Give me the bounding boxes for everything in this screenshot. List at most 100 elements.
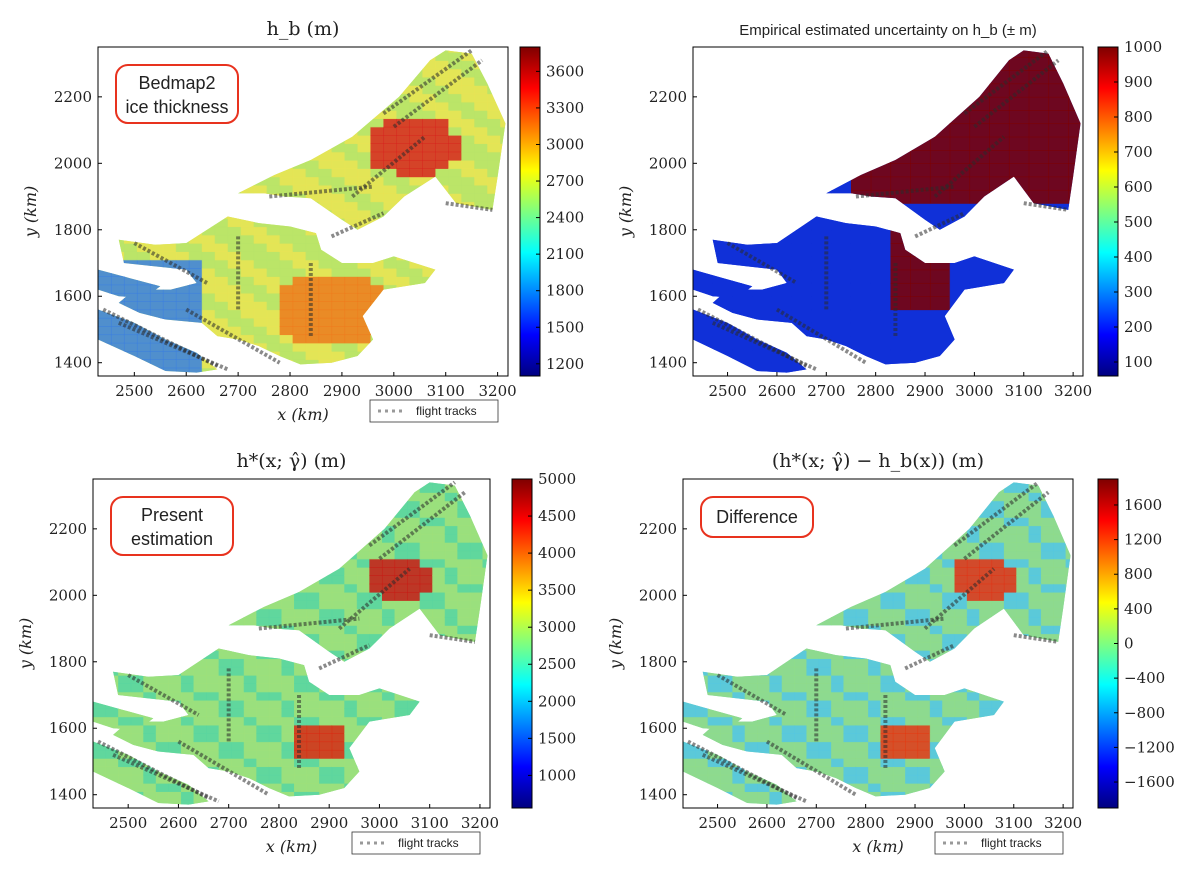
field-cell	[1040, 608, 1054, 618]
field-cell	[318, 284, 333, 294]
field-cell	[98, 309, 112, 319]
field-cell	[818, 699, 832, 709]
field-cell	[294, 625, 308, 635]
field-cell	[318, 259, 333, 269]
field-cell	[444, 583, 458, 593]
field-cell	[444, 508, 458, 518]
field-cell	[319, 733, 333, 743]
field-cell	[855, 749, 869, 759]
field-cell	[892, 774, 906, 784]
field-cell	[281, 708, 295, 718]
field-cell	[469, 616, 484, 626]
field-cell	[1040, 558, 1054, 568]
field-cell	[383, 118, 398, 128]
x-tick-label: 2900	[323, 382, 361, 400]
field-cell	[818, 716, 832, 726]
field-cell	[136, 292, 151, 302]
field-cell	[407, 542, 421, 552]
field-cell	[966, 550, 980, 560]
x-tick-label: 3200	[479, 382, 517, 400]
field-cell	[130, 783, 144, 792]
field-cell	[162, 292, 177, 302]
colorbar-tick-label: 1800	[546, 282, 584, 300]
field-cell	[319, 641, 333, 651]
field-cell	[474, 85, 488, 95]
field-cell	[707, 749, 721, 759]
field-cell	[214, 276, 229, 286]
field-cell	[1028, 483, 1042, 493]
field-cell	[396, 143, 410, 153]
colorbar-tick-label: 2100	[546, 245, 584, 263]
field-cell	[231, 758, 245, 768]
field-cell	[357, 309, 372, 319]
field-cell	[818, 650, 832, 660]
field-cell	[292, 234, 307, 244]
field-cell	[1028, 50, 1050, 58]
field-cell	[1028, 176, 1050, 191]
field-cell	[356, 641, 370, 651]
field-cell	[318, 159, 333, 169]
field-cell	[105, 758, 119, 768]
field-cell	[279, 351, 294, 360]
field-cell	[319, 591, 333, 601]
flight-track	[904, 643, 956, 671]
field-cell	[110, 276, 125, 286]
field-cell	[1053, 583, 1067, 593]
field-cell	[318, 251, 333, 261]
field-cell	[487, 101, 501, 111]
field-cell	[457, 533, 471, 543]
field-cell	[149, 301, 164, 311]
legend-label: flight tracks	[398, 836, 459, 850]
field-cell	[469, 550, 484, 560]
field-cell	[370, 126, 385, 136]
field-cell	[966, 542, 980, 552]
field-cell	[868, 699, 882, 709]
field-cell	[794, 716, 808, 726]
field-cell	[461, 176, 475, 186]
field-cell	[331, 783, 345, 792]
field-cell	[432, 591, 446, 601]
flight-track	[330, 211, 385, 239]
field-cell	[396, 276, 410, 286]
field-cell	[432, 542, 446, 552]
field-cell	[880, 666, 894, 676]
field-cell	[1048, 110, 1069, 125]
field-cell	[319, 600, 333, 610]
field-cell	[256, 741, 270, 751]
colorbar-tick-label: −1600	[1124, 773, 1175, 791]
x-tick-label: 3100	[995, 814, 1033, 832]
field-cell	[929, 136, 951, 151]
field-cell	[868, 658, 882, 668]
field-cell	[432, 616, 446, 626]
field-cell	[292, 259, 307, 269]
field-cell	[942, 558, 956, 568]
field-cell	[890, 176, 911, 191]
field-cell	[266, 342, 281, 352]
field-cell	[794, 666, 808, 676]
field-cell	[910, 176, 931, 191]
field-cell	[318, 201, 333, 211]
colorbar-tick-label: 2700	[546, 172, 584, 190]
field-cell	[243, 675, 257, 684]
field-cell	[1040, 525, 1054, 535]
field-cell	[1028, 600, 1042, 610]
field-cell	[118, 708, 132, 718]
field-cell	[149, 309, 164, 319]
field-cell	[305, 159, 320, 169]
field-cell	[448, 93, 462, 103]
field-cell	[868, 791, 882, 801]
field-cell	[281, 608, 295, 618]
field-cell	[1040, 625, 1054, 635]
colorbar-tick-label: 3500	[538, 581, 576, 599]
field-cell	[954, 558, 968, 568]
field-cell	[370, 201, 385, 211]
x-tick-label: 2700	[797, 814, 835, 832]
field-cell	[707, 683, 721, 693]
field-cell	[432, 492, 446, 502]
field-cell	[474, 68, 488, 78]
field-cell	[292, 292, 307, 302]
field-cell	[781, 675, 795, 684]
field-cell	[892, 749, 906, 759]
